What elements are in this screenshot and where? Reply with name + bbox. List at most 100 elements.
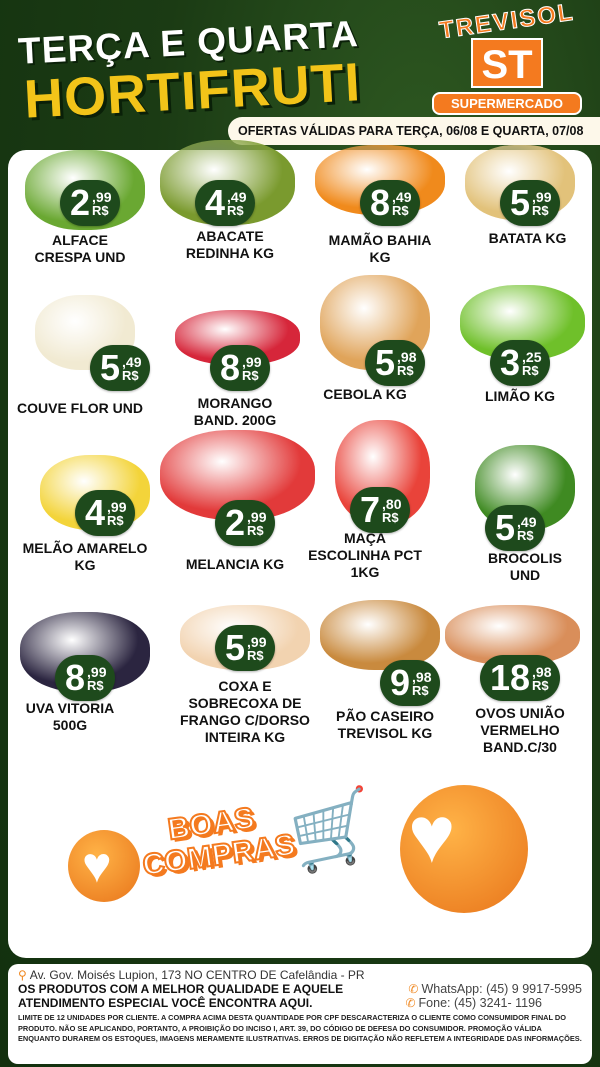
currency: R$ [247,522,264,538]
price-cents: ,99 [532,188,552,205]
whatsapp-number: WhatsApp: (45) 9 9917-5995 [421,982,582,996]
price-integer: 5 [375,342,396,383]
product-name: OVOS UNIÃO VERMELHO BAND.C/30 [475,705,565,755]
price-badge: 7,80 R$ [350,487,410,533]
currency: R$ [122,367,139,383]
product-name: MAÇA ESCOLINHA PCT 1KG [308,530,422,580]
price-cents: ,98 [412,668,432,685]
price-integer: 2 [225,502,246,543]
currency: R$ [247,647,264,663]
currency: R$ [382,509,399,525]
product-name: MORANGO BAND. 200G [193,395,277,428]
price-cents: ,99 [247,508,267,525]
currency: R$ [412,682,429,698]
price-integer: 8 [370,182,391,223]
price-badge: 2,99 R$ [60,180,120,226]
location-pin-icon: ⚲ [18,968,27,982]
price-badge: 5,99 R$ [215,625,275,671]
currency: R$ [242,367,259,383]
product-name: COUVE FLOR UND [17,400,143,416]
heart-ball-small: ♥ [68,830,140,902]
logo-subtitle: SUPERMERCADO [432,92,582,115]
price-cents: ,49 [122,353,142,370]
product-name: LIMÃO KG [485,388,555,404]
price-badge: 8,99 R$ [210,345,270,391]
price-cents: ,80 [382,495,402,512]
price-cents: ,49 [517,513,537,530]
price-cents: ,99 [247,633,267,650]
currency: R$ [397,362,414,378]
currency: R$ [107,512,124,528]
price-badge: 18,98 R$ [480,655,560,701]
currency: R$ [532,677,549,693]
price-integer: 5 [495,507,516,548]
price-badge: 9,98 R$ [380,660,440,706]
footer: ⚲ Av. Gov. Moisés Lupion, 173 NO CENTRO D… [8,964,592,1064]
product-name: UVA VITORIA 500G [25,700,115,733]
phone-icon: ✆ [405,996,416,1010]
address: ⚲ Av. Gov. Moisés Lupion, 173 NO CENTRO D… [18,968,582,982]
heart-icon: ♥ [82,837,112,893]
product-name: MELÃO AMARELO KG [22,540,148,573]
price-integer: 5 [225,627,246,668]
price-cents: ,49 [227,188,247,205]
price-badge: 4,49 R$ [195,180,255,226]
currency: R$ [522,362,539,378]
whatsapp-icon: ✆ [408,982,419,996]
price-integer: 4 [85,492,106,533]
disclaimer: LIMITE DE 12 UNIDADES POR CLIENTE. A COM… [18,1013,582,1043]
product-name: ABACATE REDINHA KG [185,228,275,261]
currency: R$ [92,202,109,218]
trevisol-logo: TREVISOL ST SUPERMERCADO [432,0,582,118]
price-integer: 3 [500,342,521,383]
product-image [320,600,440,670]
currency: R$ [532,202,549,218]
currency: R$ [392,202,409,218]
price-integer: 7 [360,489,381,530]
price-badge: 2,99 R$ [215,500,275,546]
price-integer: 18 [490,657,531,698]
currency: R$ [227,202,244,218]
price-badge: 5,98 R$ [365,340,425,386]
price-cents: ,99 [107,498,127,515]
heart-ball-large: ♥ [400,785,528,913]
price-cents: ,98 [532,663,552,680]
price-cents: ,99 [87,663,107,680]
product-name: PÃO CASEIRO TREVISOL KG [335,708,434,741]
product-name: MAMÃO BAHIA KG [328,232,432,265]
price-integer: 8 [65,657,86,698]
price-integer: 8 [220,347,241,388]
validity-banner: OFERTAS VÁLIDAS PARA TERÇA, 06/08 E QUAR… [228,117,600,145]
product-name: COXA E SOBRECOXA DE FRANGO C/DORSO INTEI… [180,678,310,745]
product-name: BATATA KG [488,230,567,246]
price-integer: 5 [510,182,531,223]
product-name: ALFACE CRESPA UND [34,232,126,265]
price-badge: 8,99 R$ [55,655,115,701]
product-name: CEBOLA KG [323,386,407,402]
phone-number: Fone: (45) 3241- 1196 [418,996,542,1010]
currency: R$ [517,527,534,543]
heart-icon: ♥ [408,790,456,879]
price-badge: 3,25 R$ [490,340,550,386]
price-badge: 4,99 R$ [75,490,135,536]
price-badge: 8,49 R$ [360,180,420,226]
price-integer: 9 [390,662,411,703]
slogan-line1: OS PRODUTOS COM A MELHOR QUALIDADE E AQU… [18,982,344,996]
product-name: MELANCIA KG [185,556,285,572]
address-text: Av. Gov. Moisés Lupion, 173 NO CENTRO DE… [29,968,365,982]
price-badge: 5,49 R$ [485,505,545,551]
price-cents: ,49 [392,188,412,205]
price-integer: 2 [70,182,91,223]
price-badge: 5,99 R$ [500,180,560,226]
currency: R$ [87,677,104,693]
price-integer: 5 [100,347,121,388]
price-integer: 4 [205,182,226,223]
product-name: BROCOLIS UND [488,550,562,583]
price-cents: ,99 [92,188,112,205]
logo-mark: ST [471,38,543,88]
price-cents: ,98 [397,348,417,365]
price-cents: ,25 [522,348,542,365]
price-badge: 5,49 R$ [90,345,150,391]
slogan-line2: ATENDIMENTO ESPECIAL VOCÊ ENCONTRA AQUI. [18,996,313,1010]
price-cents: ,99 [242,353,262,370]
